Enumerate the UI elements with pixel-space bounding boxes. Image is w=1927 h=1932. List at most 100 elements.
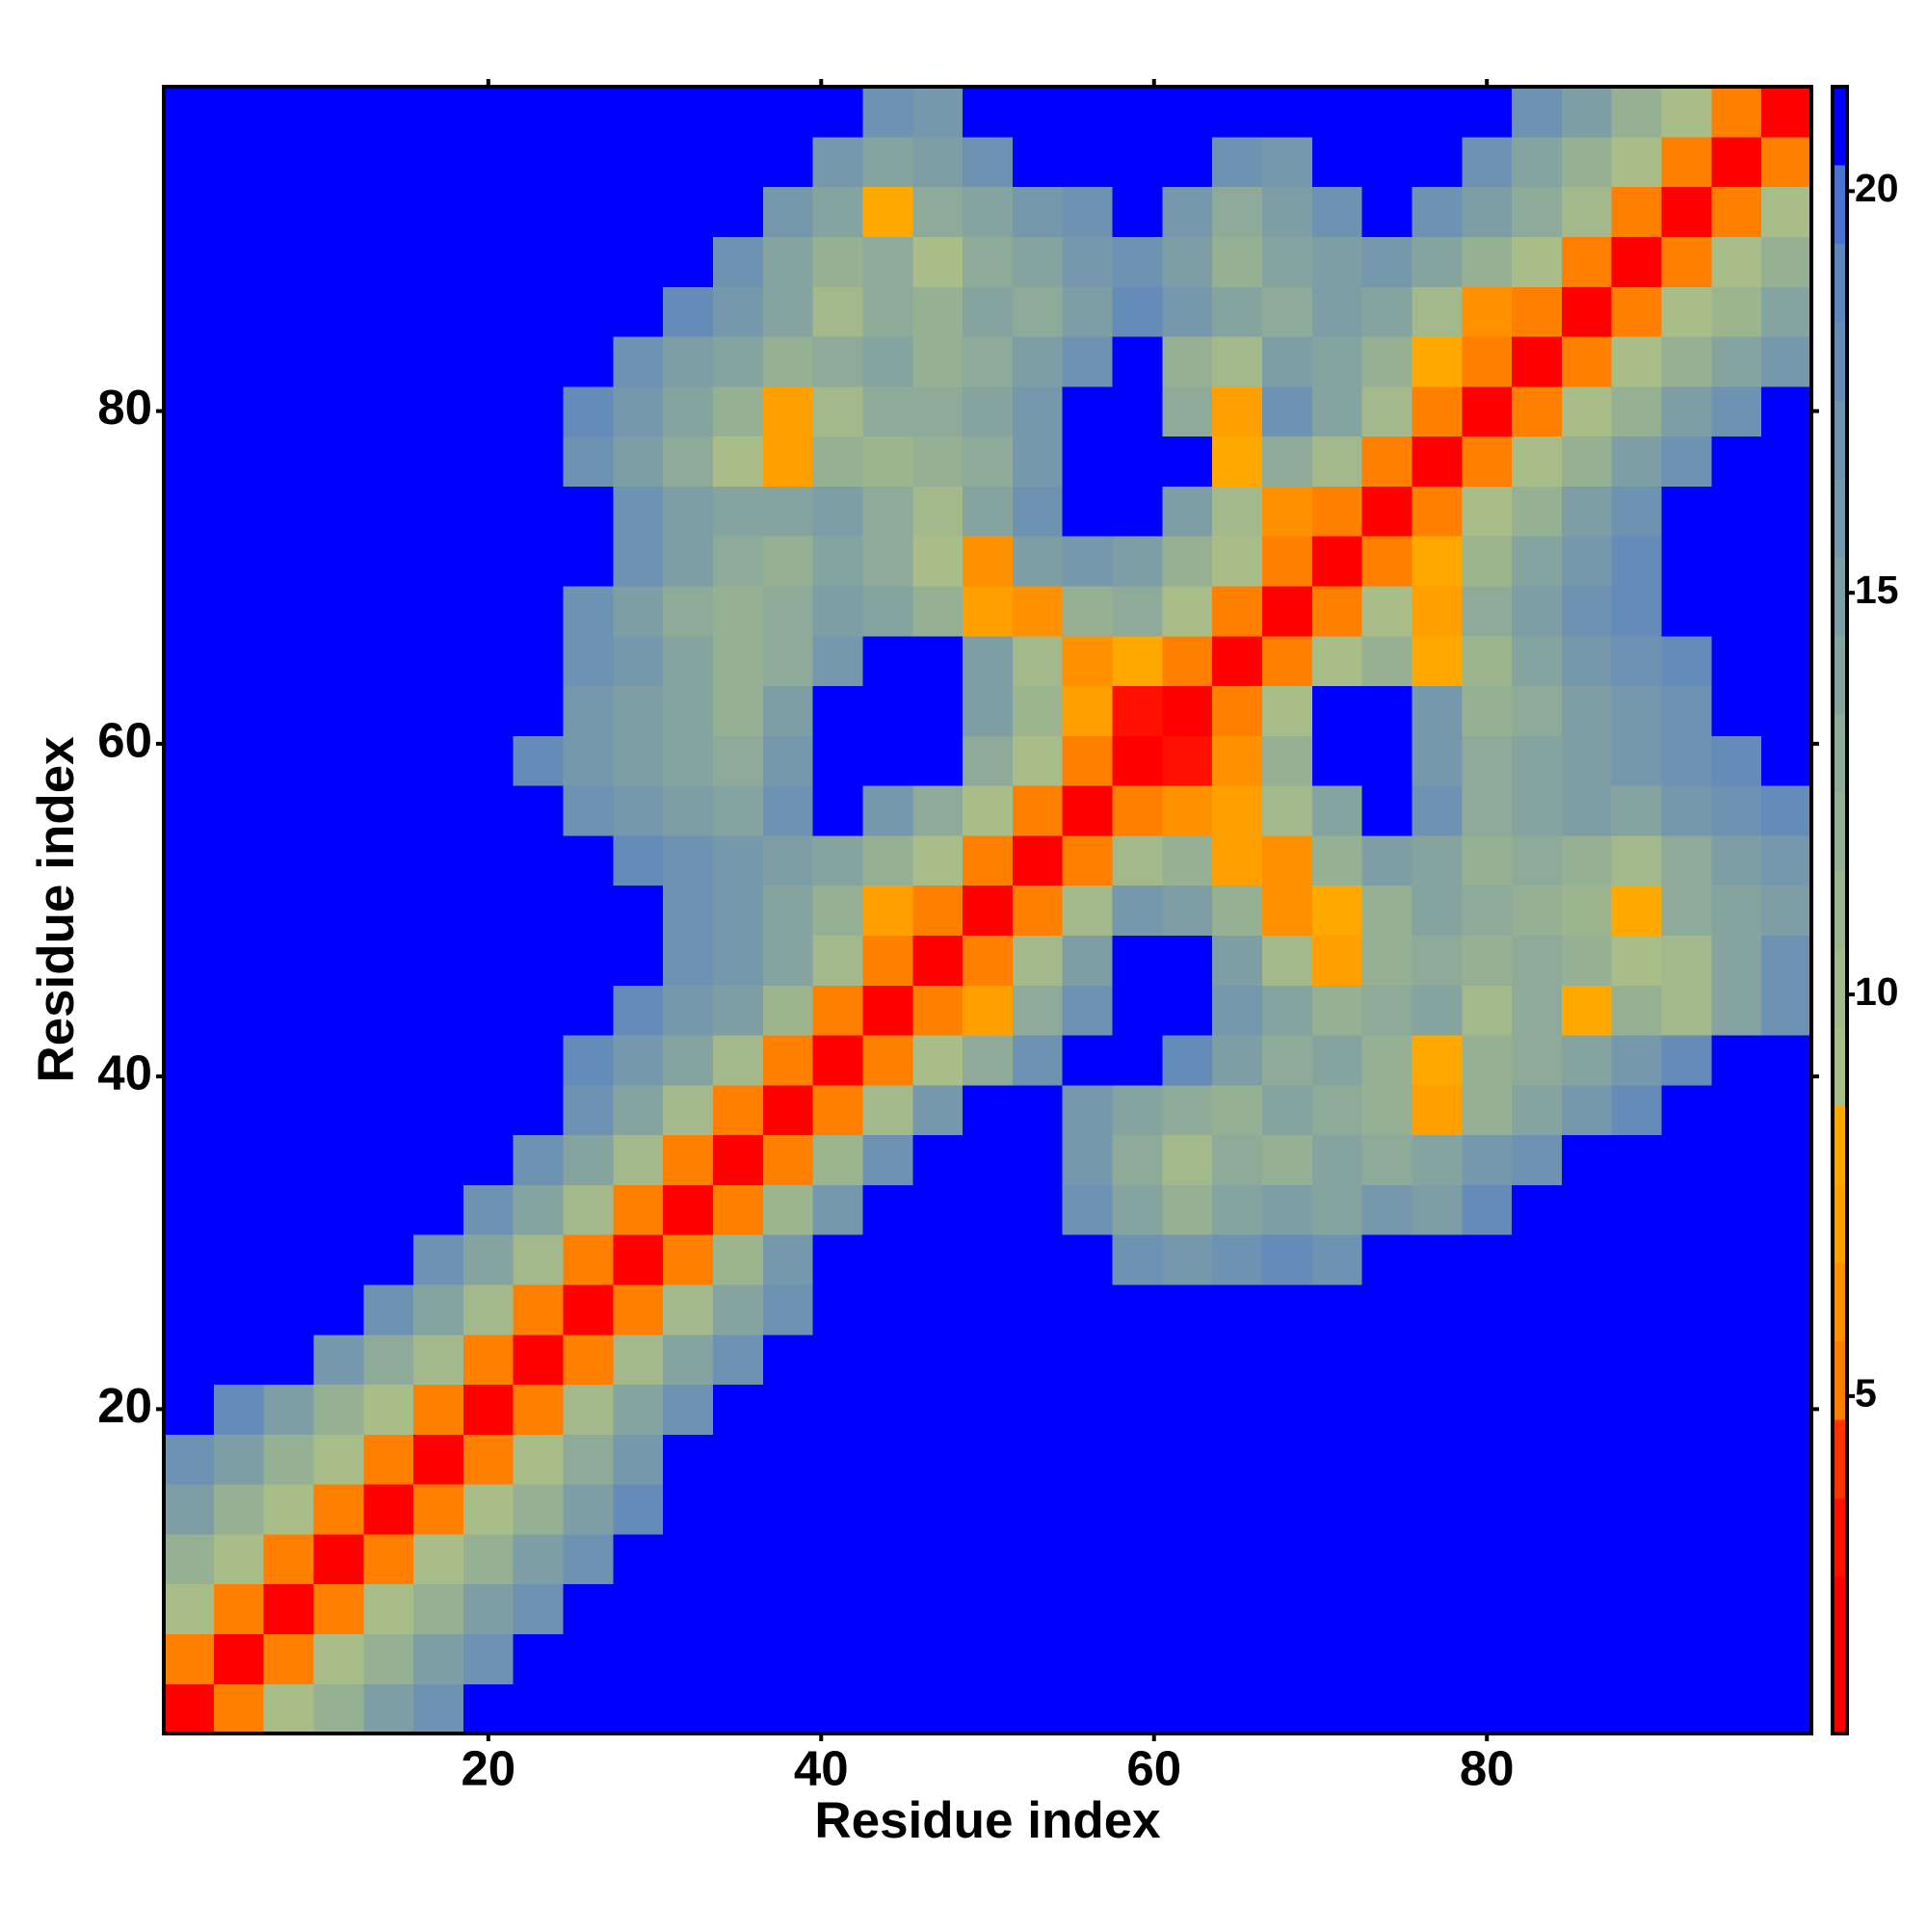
heatmap-cell [762, 286, 814, 337]
heatmap-cell [1512, 1084, 1563, 1136]
heatmap-cell [213, 685, 265, 736]
heatmap-cell [862, 87, 913, 138]
heatmap-cell [363, 635, 414, 687]
heatmap-cell [912, 685, 964, 736]
heatmap-cell [1361, 834, 1413, 887]
heatmap-cell [1711, 1284, 1762, 1336]
heatmap-cell [1462, 1633, 1513, 1684]
heatmap-cell [762, 1683, 814, 1734]
heatmap-cell [164, 286, 215, 337]
colorbar-tick-label: 20 [1855, 166, 1899, 210]
heatmap-cell [912, 1533, 964, 1585]
heatmap-cell [413, 486, 464, 537]
heatmap-cell [1361, 236, 1413, 287]
heatmap-cell [563, 685, 614, 736]
heatmap-cell [1262, 1533, 1313, 1585]
heatmap-cell [1112, 87, 1163, 138]
heatmap-cell [462, 136, 515, 188]
heatmap-cell [1512, 136, 1563, 188]
heatmap-cell [862, 286, 913, 337]
heatmap-cell [1212, 985, 1263, 1036]
heatmap-cell [1661, 585, 1712, 637]
heatmap-cell [563, 1084, 614, 1136]
y-tick-label: 80 [97, 380, 152, 435]
heatmap-cell [363, 985, 414, 1036]
heatmap-cell [1012, 1284, 1064, 1336]
heatmap-cell [1162, 1134, 1213, 1185]
heatmap-cell [213, 1084, 265, 1136]
heatmap-cell [513, 785, 565, 836]
heatmap-cell [462, 87, 515, 138]
heatmap-cell [263, 985, 315, 1036]
heatmap-cell [663, 834, 714, 887]
heatmap-cell [963, 1434, 1014, 1485]
heatmap-cell [1112, 1184, 1163, 1235]
heatmap-cell [1012, 1334, 1064, 1386]
heatmap-cell [713, 286, 764, 337]
heatmap-cell [713, 1633, 764, 1684]
heatmap-cell [213, 1384, 265, 1435]
heatmap-cell [762, 186, 814, 237]
heatmap-cell [812, 1583, 864, 1635]
heatmap-cell [213, 236, 265, 287]
heatmap-cell [1361, 536, 1413, 587]
heatmap-cell [762, 1134, 814, 1185]
heatmap-cell [513, 87, 565, 138]
heatmap-cell [713, 1034, 764, 1086]
heatmap-cell [912, 1583, 964, 1635]
heatmap-cell [1361, 186, 1413, 237]
heatmap-cell [1412, 1084, 1463, 1136]
heatmap-cell [963, 136, 1014, 188]
heatmap-cell [1062, 1034, 1114, 1086]
heatmap-cell [1361, 1683, 1413, 1734]
heatmap-cell [1761, 985, 1812, 1036]
heatmap-cell [1311, 1484, 1363, 1535]
heatmap-cell [513, 685, 565, 736]
heatmap-cell [912, 1334, 964, 1386]
heatmap-cell [363, 286, 414, 337]
heatmap-cell [413, 935, 464, 986]
heatmap-cell [413, 1084, 464, 1136]
heatmap-cell [762, 935, 814, 986]
heatmap-cell [1012, 834, 1064, 887]
heatmap-cell [1361, 1533, 1413, 1585]
heatmap-cell [462, 935, 515, 986]
heatmap-cell [1112, 335, 1163, 387]
heatmap-cell [413, 1284, 464, 1336]
heatmap-cell [1262, 1034, 1313, 1086]
heatmap-cell [1262, 1384, 1313, 1435]
heatmap-cell [1062, 1134, 1114, 1185]
heatmap-cell [1062, 885, 1114, 936]
heatmap-cell [812, 1384, 864, 1435]
heatmap-cell [164, 585, 215, 637]
heatmap-cell [1062, 1334, 1114, 1386]
heatmap-cell [1012, 436, 1064, 487]
heatmap-cell [313, 385, 364, 437]
heatmap-cell [1112, 236, 1163, 287]
heatmap-cell [164, 385, 215, 437]
heatmap-cell [1611, 1683, 1663, 1734]
heatmap-cell [1561, 585, 1613, 637]
heatmap-cell [563, 1434, 614, 1485]
heatmap-cell [164, 1184, 215, 1235]
heatmap-cell [1361, 136, 1413, 188]
heatmap-cell [1212, 834, 1263, 887]
heatmap-cell [313, 1484, 364, 1535]
heatmap-cell [1212, 585, 1263, 637]
heatmap-cell [313, 1334, 364, 1386]
heatmap-cell [263, 536, 315, 587]
heatmap-cell [1311, 1284, 1363, 1336]
heatmap-cell [213, 335, 265, 387]
heatmap-cell [1361, 885, 1413, 936]
x-tick-label: 80 [1460, 1740, 1515, 1795]
heatmap-cell [1212, 1184, 1263, 1235]
heatmap-cell [663, 87, 714, 138]
heatmap-cell [1412, 335, 1463, 387]
heatmap-cell [1761, 536, 1812, 587]
heatmap-cell [1212, 486, 1263, 537]
heatmap-cell [1512, 685, 1563, 736]
heatmap-cell [1212, 236, 1263, 287]
heatmap-cell [862, 1084, 913, 1136]
heatmap-cell [563, 585, 614, 637]
